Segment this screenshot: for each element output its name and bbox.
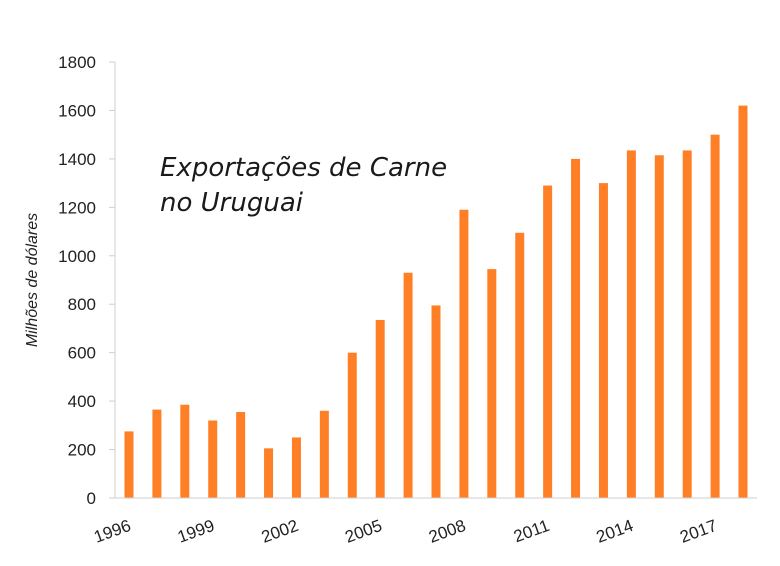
y-tick-label: 1800 xyxy=(58,53,96,72)
x-tick-label: 2014 xyxy=(594,516,636,547)
bar-2003 xyxy=(319,410,329,498)
y-tick-label: 400 xyxy=(68,392,96,411)
bar-2004 xyxy=(347,352,357,498)
bar-1997 xyxy=(152,409,162,498)
bar-1998 xyxy=(180,404,190,498)
bar-2015 xyxy=(654,155,664,498)
x-tick-label: 2008 xyxy=(426,516,468,547)
y-tick-label: 0 xyxy=(87,489,96,508)
y-tick-label: 200 xyxy=(68,441,96,460)
bar-2000 xyxy=(236,412,246,498)
y-tick-label: 1600 xyxy=(58,101,96,120)
x-axis: 1996 1999 2002 2005 2008 2011 2014 2017 xyxy=(91,497,757,547)
bar-2012 xyxy=(571,158,581,498)
x-tick-label: 1996 xyxy=(91,516,133,547)
bar-2013 xyxy=(598,183,608,499)
bar-2011 xyxy=(543,185,553,498)
y-tick-label: 1000 xyxy=(58,247,96,266)
y-axis: 0 200 400 600 800 1000 1200 1400 1600 1800 xyxy=(58,53,116,508)
bar-2016 xyxy=(682,150,692,498)
x-tick-label: 1999 xyxy=(175,516,217,547)
bar-2001 xyxy=(264,448,274,498)
bar-2005 xyxy=(375,319,385,498)
x-tick-label: 2011 xyxy=(511,516,552,546)
bar-2018 xyxy=(738,105,748,498)
y-tick-label: 600 xyxy=(68,344,96,363)
x-tick-label: 2002 xyxy=(259,516,301,547)
chart-title-line-1: Exportações de Carne xyxy=(160,153,447,183)
bar-2007 xyxy=(431,305,441,498)
bars xyxy=(124,105,748,499)
bar-2006 xyxy=(403,272,413,498)
bar-2014 xyxy=(626,150,636,498)
bar-2017 xyxy=(710,134,720,499)
bar-2002 xyxy=(291,437,301,498)
bar-2009 xyxy=(487,269,497,498)
bar-1999 xyxy=(208,420,218,498)
bar-2008 xyxy=(459,209,469,498)
y-tick-label: 1400 xyxy=(58,150,96,169)
x-tick-label: 2017 xyxy=(677,516,719,547)
x-tick-label: 2005 xyxy=(343,516,385,547)
bar-1996 xyxy=(124,431,134,498)
y-axis-label: Milhões de dólares xyxy=(24,213,41,347)
bar-2010 xyxy=(515,232,525,498)
y-tick-label: 800 xyxy=(68,295,96,314)
y-tick-label: 1200 xyxy=(58,198,96,217)
chart-title-line-2: no Uruguai xyxy=(160,188,304,218)
